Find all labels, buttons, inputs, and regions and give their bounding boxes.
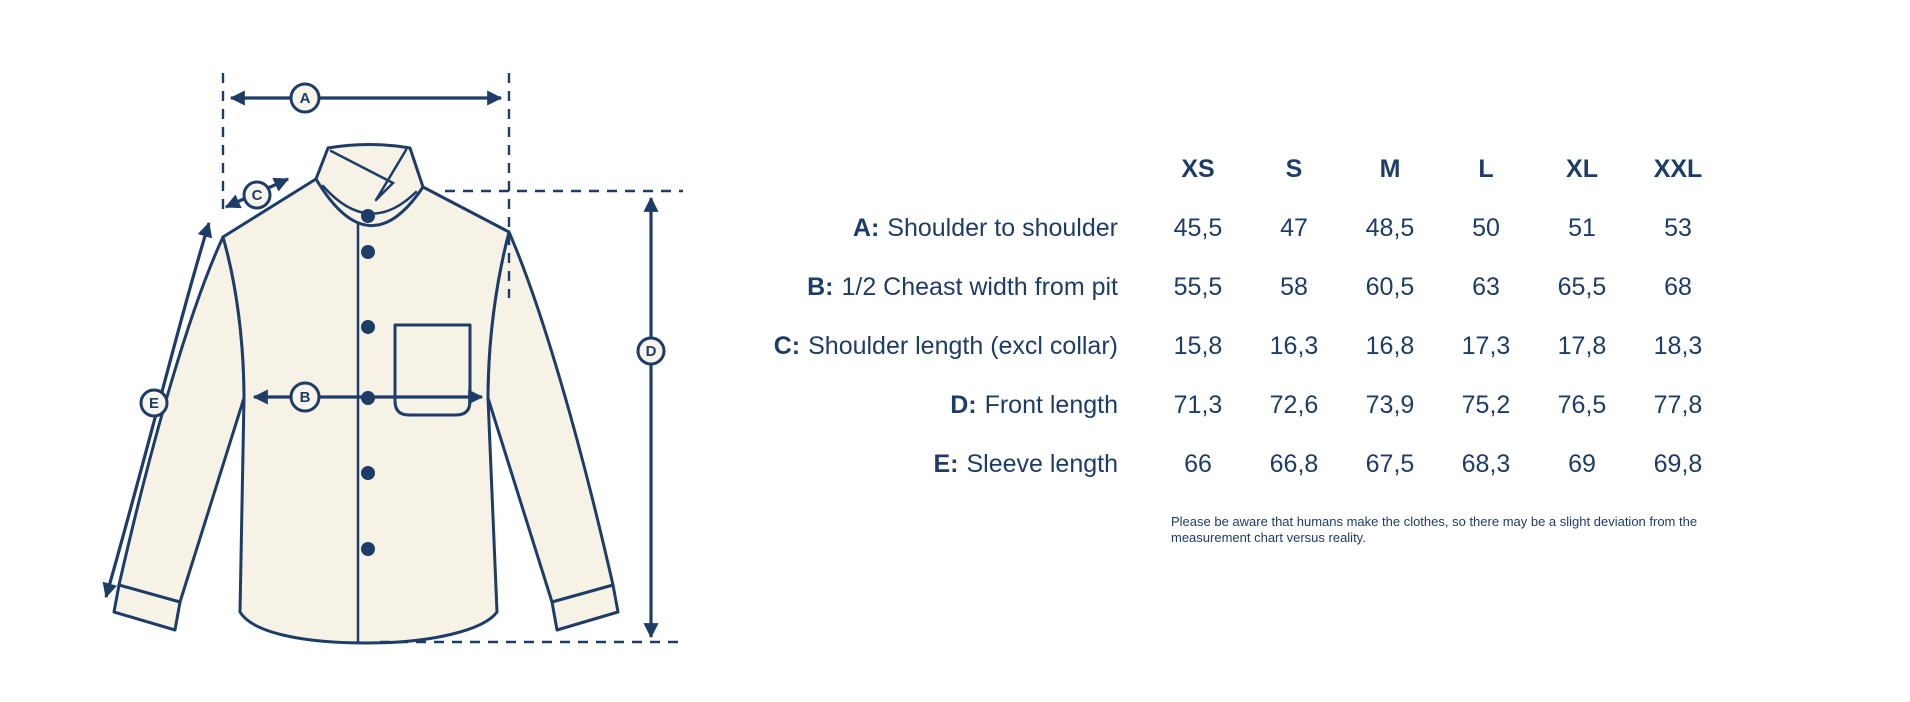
measure-point-c: C — [242, 180, 272, 210]
measurement-value: 60,5 — [1365, 273, 1415, 301]
measurement-value: 51 — [1568, 214, 1596, 242]
right-sleeve — [486, 230, 620, 632]
row-text-d: Front length — [984, 391, 1118, 419]
measurement-value: 53 — [1664, 214, 1692, 242]
measure-point-b-circle — [289, 381, 321, 413]
row-text-c: Shoulder length (excl collar) — [808, 332, 1118, 360]
measure-point-a-circle — [289, 82, 321, 114]
measurement-value: 45,5 — [1173, 214, 1223, 242]
measure-point-b: B — [289, 381, 321, 413]
measurement-value: 66 — [1184, 450, 1212, 478]
measurement-value: 67,5 — [1365, 450, 1415, 478]
row-key-a: A: — [852, 214, 880, 242]
button — [361, 209, 375, 223]
size-col-header-xs: XS — [1181, 155, 1215, 183]
measurement-value: 17,8 — [1557, 332, 1607, 360]
measure-point-c-letter: C — [252, 187, 263, 204]
measurement-value: 55,5 — [1173, 273, 1223, 301]
measurement-value: 72,6 — [1269, 391, 1319, 419]
right-cuff-seam — [550, 583, 615, 604]
measurement-value: 69,8 — [1653, 450, 1703, 478]
measure-point-c-circle — [242, 180, 272, 210]
measurement-value: 75,2 — [1461, 391, 1511, 419]
deviation-note: Please be aware that humans make the clo… — [1171, 514, 1698, 546]
measurement-value: 76,5 — [1557, 391, 1607, 419]
row-key-c: C: — [773, 332, 801, 360]
size-col-header-l: L — [1478, 155, 1494, 183]
size-chart-table: XS S M L XL XXL A: Shoulder to shoulder 4… — [750, 140, 1726, 494]
row-label-a: A: Shoulder to shoulder — [750, 214, 1150, 243]
measurement-value: 66,8 — [1269, 450, 1319, 478]
row-label-e: E: Sleeve length — [750, 450, 1150, 479]
measure-e-arrow — [102, 221, 213, 599]
measure-point-e: E — [139, 388, 169, 418]
size-col-header-s: S — [1285, 155, 1303, 183]
button — [361, 320, 375, 334]
measurement-value: 73,9 — [1365, 391, 1415, 419]
shirt-measurement-diagram: A C B D E — [102, 73, 683, 645]
measurement-value: 71,3 — [1173, 391, 1223, 419]
shirt-body — [221, 177, 511, 645]
measurement-value: 68 — [1664, 273, 1692, 301]
button — [361, 245, 375, 259]
measurement-value: 15,8 — [1173, 332, 1223, 360]
measurement-value: 77,8 — [1653, 391, 1703, 419]
size-col-header-xl: XL — [1566, 155, 1598, 183]
button — [361, 466, 375, 480]
size-col-header-m: M — [1379, 155, 1401, 183]
row-key-b: B: — [807, 273, 834, 301]
measurement-value: 69 — [1568, 450, 1596, 478]
measurement-value: 47 — [1280, 214, 1308, 242]
measurement-value: 58 — [1280, 273, 1308, 301]
measurement-value: 17,3 — [1461, 332, 1511, 360]
button — [361, 542, 375, 556]
measure-point-a-letter: A — [300, 90, 311, 107]
measurement-value: 68,3 — [1461, 450, 1511, 478]
measure-point-e-circle — [139, 388, 169, 418]
measure-point-d-letter: D — [646, 343, 657, 360]
row-key-e: E: — [933, 450, 959, 478]
row-text-b: 1/2 Cheast width from pit — [841, 273, 1118, 301]
collar-wrap-lines — [329, 148, 408, 202]
size-col-header-xxl: XXL — [1653, 155, 1703, 183]
measure-point-e-letter: E — [149, 395, 159, 412]
left-sleeve — [112, 235, 246, 632]
measure-point-d: D — [636, 336, 666, 366]
measurement-value: 63 — [1472, 273, 1500, 301]
measure-point-a: A — [289, 82, 321, 114]
row-label-d: D: Front length — [750, 391, 1150, 420]
measurement-value: 18,3 — [1653, 332, 1703, 360]
measurement-value: 50 — [1472, 214, 1500, 242]
measurement-value: 16,8 — [1365, 332, 1415, 360]
measurement-value: 16,3 — [1269, 332, 1319, 360]
measure-point-d-circle — [636, 336, 666, 366]
row-label-c: C: Shoulder length (excl collar) — [750, 332, 1150, 361]
measurement-value: 65,5 — [1557, 273, 1607, 301]
row-text-a: Shoulder to shoulder — [887, 214, 1118, 242]
row-text-e: Sleeve length — [966, 450, 1118, 478]
row-key-d: D: — [950, 391, 977, 419]
measure-point-b-letter: B — [300, 389, 311, 406]
row-label-b: B: 1/2 Cheast width from pit — [750, 273, 1150, 302]
measurement-value: 48,5 — [1365, 214, 1415, 242]
